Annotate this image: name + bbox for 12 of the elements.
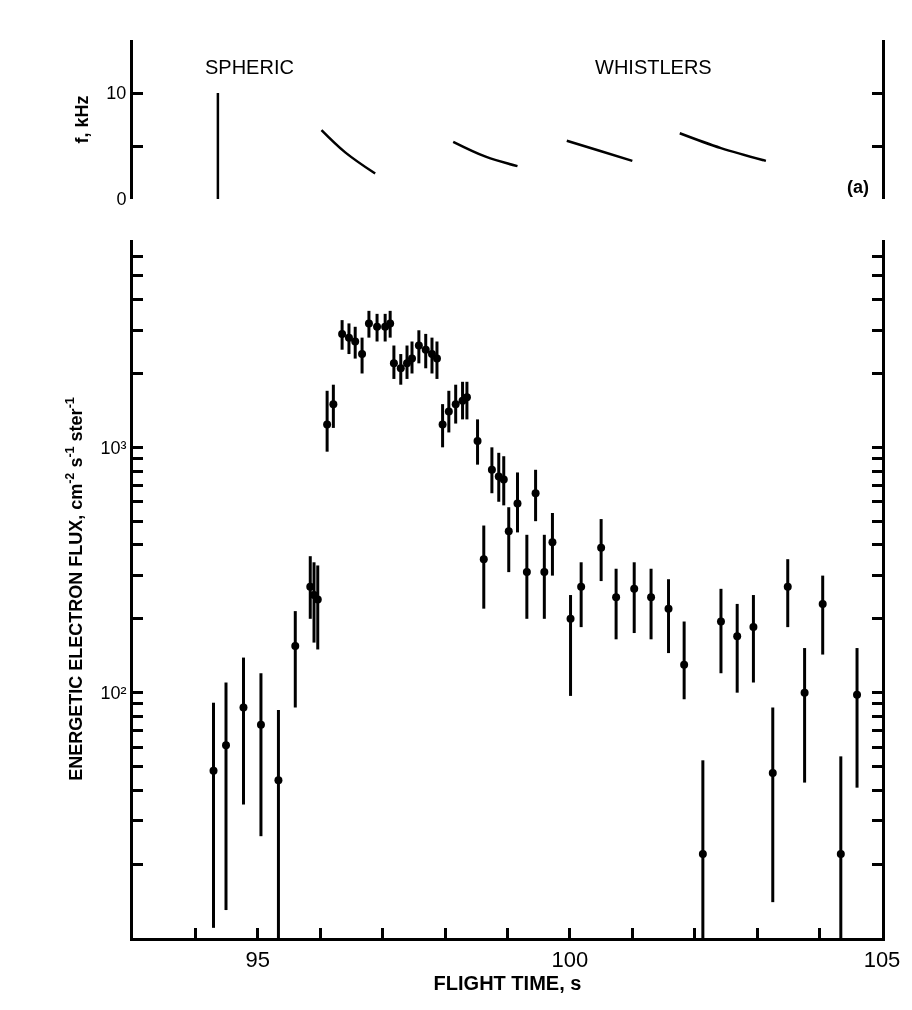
y-tick-label: 10²: [100, 682, 127, 703]
annotation: SPHERIC: [205, 56, 294, 78]
annotation: WHISTLERS: [595, 56, 712, 78]
y-tick-label: 10³: [100, 437, 127, 458]
x-tick-label: 105: [863, 947, 901, 973]
y-axis-title: f, kHz: [71, 95, 92, 144]
y-tick-label: 0: [116, 189, 127, 210]
y-tick-label: 10: [106, 83, 127, 104]
x-tick-label: 95: [245, 947, 271, 973]
annotation: (a): [847, 177, 869, 197]
x-axis-title: FLIGHT TIME, s: [433, 972, 582, 995]
x-tick-label: 100: [551, 947, 589, 973]
